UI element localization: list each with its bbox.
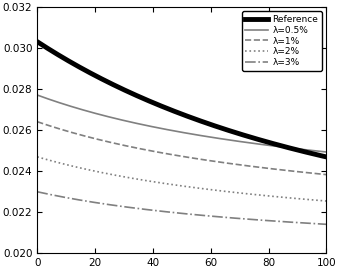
- λ=0.5%: [85, 109, 89, 113]
- λ=2%: [159, 181, 163, 185]
- Line: λ=3%: λ=3%: [37, 192, 326, 224]
- Reference: [85, 70, 89, 73]
- Line: λ=2%: λ=2%: [37, 157, 326, 201]
- λ=2%: [68, 164, 72, 167]
- λ=3%: [146, 208, 150, 211]
- Reference: [319, 154, 323, 157]
- λ=2%: [287, 196, 292, 199]
- λ=3%: [287, 220, 292, 224]
- λ=0.5%: [159, 127, 163, 130]
- λ=1%: [146, 149, 150, 152]
- λ=3%: [85, 200, 89, 203]
- λ=1%: [68, 130, 72, 134]
- Reference: [159, 104, 163, 107]
- λ=0.5%: [319, 150, 323, 153]
- λ=3%: [159, 209, 163, 213]
- λ=1%: [287, 169, 292, 172]
- Line: λ=0.5%: λ=0.5%: [37, 95, 326, 152]
- λ=3%: [324, 223, 328, 226]
- Line: Reference: Reference: [37, 42, 326, 157]
- λ=2%: [319, 199, 323, 202]
- Reference: [68, 60, 72, 63]
- λ=1%: [35, 120, 39, 123]
- Reference: [35, 40, 39, 43]
- λ=1%: [324, 173, 328, 176]
- λ=1%: [319, 172, 323, 176]
- λ=2%: [85, 168, 89, 171]
- λ=3%: [68, 197, 72, 200]
- λ=0.5%: [68, 105, 72, 108]
- λ=1%: [159, 151, 163, 154]
- λ=0.5%: [146, 124, 150, 127]
- Reference: [146, 99, 150, 102]
- λ=0.5%: [324, 150, 328, 154]
- Line: λ=1%: λ=1%: [37, 122, 326, 175]
- Reference: [324, 155, 328, 159]
- λ=2%: [324, 199, 328, 203]
- λ=2%: [35, 155, 39, 159]
- Legend: Reference, λ=0.5%, λ=1%, λ=2%, λ=3%: Reference, λ=0.5%, λ=1%, λ=2%, λ=3%: [242, 11, 322, 71]
- λ=3%: [35, 190, 39, 193]
- Reference: [287, 146, 292, 150]
- λ=0.5%: [35, 93, 39, 97]
- λ=3%: [319, 222, 323, 226]
- λ=1%: [85, 135, 89, 138]
- λ=0.5%: [287, 146, 292, 150]
- λ=2%: [146, 179, 150, 183]
